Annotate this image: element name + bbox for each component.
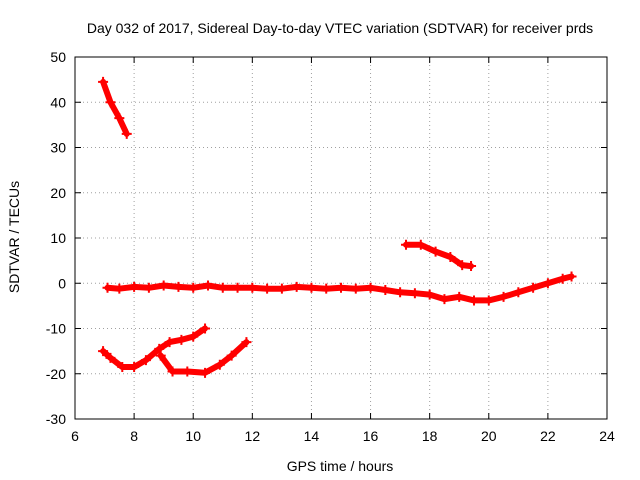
y-tick-label: 40 [50, 94, 66, 110]
data-point [542, 278, 553, 289]
data-point [143, 282, 154, 293]
data-point [528, 282, 539, 293]
data-point [557, 273, 568, 284]
data-point [241, 337, 252, 348]
series-line-arc-1 [100, 78, 130, 137]
x-tick-label: 6 [71, 428, 79, 444]
data-point [457, 260, 468, 271]
data-point [200, 323, 211, 334]
y-tick-label: -10 [46, 321, 66, 337]
y-tick-label: 10 [50, 230, 66, 246]
data-point [247, 282, 258, 293]
x-axis-label: GPS time / hours [287, 458, 394, 474]
data-point [350, 283, 361, 294]
data-point [203, 280, 213, 291]
x-tick-label: 20 [481, 428, 497, 444]
data-point [395, 287, 406, 298]
data-point [98, 76, 109, 87]
data-point [226, 350, 237, 361]
x-tick-label: 12 [245, 428, 261, 444]
data-point [566, 271, 577, 282]
axis-ticks: 6 8 10 12 14 16 18 20 22 24 -30 -20 -10 0 10 20 30 40 50 [46, 49, 615, 444]
data-point [276, 283, 287, 294]
chart-title: Day 032 of 2017, Sidereal Day-to-day VTE… [87, 20, 593, 36]
x-tick-label: 8 [130, 428, 138, 444]
data-point [121, 128, 132, 139]
data-point [173, 281, 184, 292]
data-point [380, 285, 391, 296]
data-point [117, 361, 128, 372]
data-point [466, 261, 477, 272]
data-point [232, 282, 243, 293]
data-point [217, 282, 228, 293]
data-point [188, 282, 199, 293]
data-point [401, 239, 412, 250]
x-tick-label: 16 [363, 428, 379, 444]
x-tick-label: 24 [599, 428, 615, 444]
data-point [167, 366, 178, 377]
y-tick-label: 50 [50, 49, 66, 65]
y-tick-label: 20 [50, 185, 66, 201]
data-point [105, 352, 116, 363]
data-point [262, 283, 273, 294]
x-tick-label: 22 [540, 428, 556, 444]
data-point [98, 346, 109, 357]
data-point [513, 287, 524, 298]
data-point [176, 334, 187, 345]
data-point [114, 283, 125, 294]
data-point [454, 291, 465, 302]
data-point [200, 367, 211, 378]
data-point [154, 343, 165, 354]
data-point [164, 337, 175, 348]
y-axis-label: SDTVAR / TECUs [6, 181, 22, 293]
x-tick-label: 18 [422, 428, 438, 444]
data-point [129, 361, 140, 372]
data-point [336, 282, 346, 293]
data-point [430, 246, 441, 257]
y-tick-label: 30 [50, 140, 66, 156]
data-point [321, 283, 332, 294]
y-tick-label: -20 [46, 366, 66, 382]
data-point [365, 282, 376, 293]
series-line-arc-4 [100, 325, 208, 370]
x-tick-label: 14 [304, 428, 320, 444]
x-tick-label: 10 [185, 428, 201, 444]
data-point [439, 294, 450, 305]
data-point [114, 113, 125, 124]
data-point [129, 281, 140, 292]
data-point [498, 291, 509, 302]
data-point [469, 295, 479, 306]
data-point [483, 295, 494, 306]
data-point [155, 350, 166, 361]
data-point [291, 281, 302, 292]
data-point [214, 359, 225, 370]
data-point [415, 239, 426, 250]
data-point [306, 282, 317, 293]
data-point [140, 355, 151, 366]
data-point [409, 288, 420, 299]
y-tick-label: 0 [58, 275, 66, 291]
y-tick-label: -30 [46, 411, 66, 427]
data-point [182, 366, 193, 377]
data-point [424, 289, 435, 300]
data-point [102, 282, 113, 293]
data-point [445, 252, 456, 263]
data-point [188, 331, 199, 342]
data-point [105, 97, 116, 108]
data-point [158, 280, 169, 291]
series-group [98, 76, 577, 378]
